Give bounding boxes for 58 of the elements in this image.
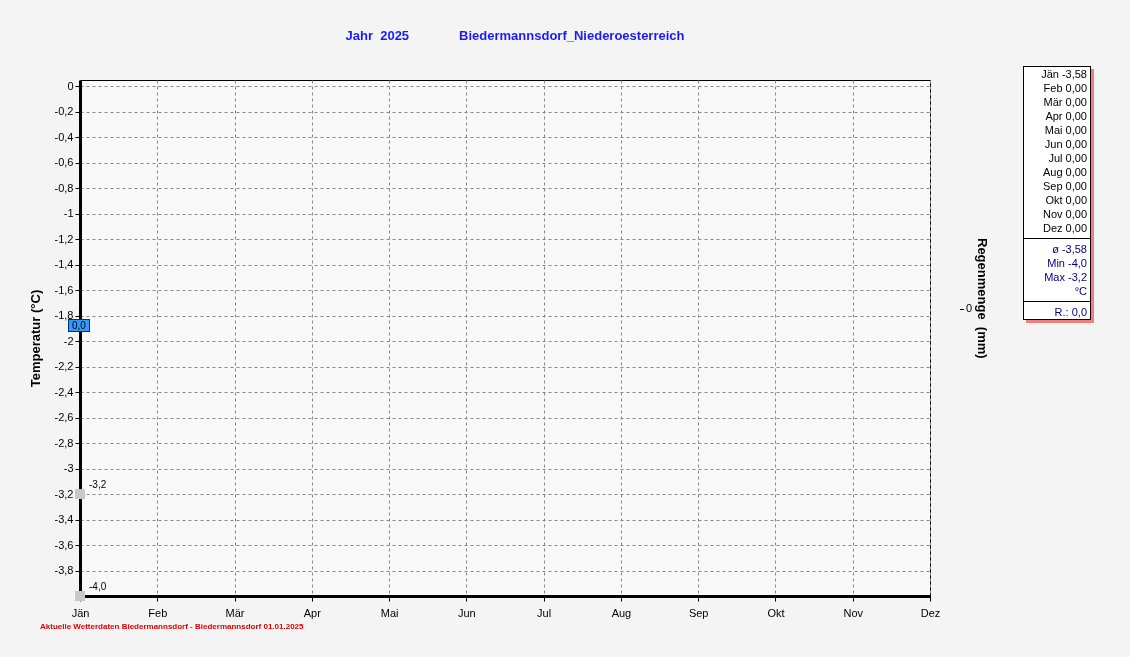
y-axis-title: Temperatur (°C)	[27, 289, 43, 388]
data-label: -3,2	[89, 479, 107, 491]
text: Max -3,2	[1043, 270, 1088, 284]
y-tick-label: 0	[67, 79, 74, 92]
y-tick-label: -3,8	[54, 564, 74, 577]
text: Okt 0,00	[1044, 193, 1088, 207]
text: Aktuelle Wetterdaten Biedermannsdorf - Biedermannsdorf 01.01.2025	[40, 622, 304, 631]
x-tick-label: Jul	[537, 606, 552, 619]
y-tick-label: -2,8	[54, 436, 74, 449]
text: R.: 0,0	[1053, 305, 1088, 319]
x-tick-label: Mär	[225, 606, 245, 619]
x-tick-label: Nov	[843, 606, 864, 619]
x-tick-label: Apr	[303, 606, 322, 619]
text: Mär 0,00	[1042, 95, 1088, 109]
text: Min -4,0	[1046, 256, 1088, 270]
y-tick-label: -2,2	[54, 360, 74, 373]
y-tick-label: -0,6	[54, 156, 74, 169]
text: Mai 0,00	[1043, 123, 1088, 137]
y-tick-label: -1,2	[54, 232, 74, 245]
text: °C	[1073, 284, 1088, 298]
y-tick-label: -3,2	[54, 487, 74, 500]
text: Aug 0,00	[1041, 165, 1088, 179]
y-tick-label: -1,8	[54, 309, 74, 322]
x-tick-label: Feb	[148, 606, 168, 619]
y-tick-label: -2,6	[54, 411, 74, 424]
text: Nov 0,00	[1041, 207, 1088, 221]
text: Jun 0,00	[1043, 137, 1088, 151]
y-tick-label: -1,4	[54, 258, 74, 271]
text: Apr 0,00	[1044, 109, 1088, 123]
x-tick-label: Sep	[688, 606, 709, 619]
x-tick-label: Jän	[71, 606, 90, 619]
text: Jän -3,58	[1040, 67, 1088, 81]
y-tick-label: -2	[63, 334, 74, 347]
text: ø -3,58	[1051, 242, 1088, 256]
y-tick-label: -3	[63, 462, 74, 475]
y-tick-label: -3,4	[54, 513, 74, 526]
x-tick-label: Mai	[380, 606, 399, 619]
chart-subtitle: Biedermannsdorf_Niederoesterreich	[459, 28, 685, 43]
y2-axis-title: Regenmenge (mm)	[975, 238, 990, 359]
chart-title: Jahr 2025	[345, 28, 410, 43]
text: Dez 0,00	[1041, 221, 1088, 235]
y-tick-label: -0,8	[54, 181, 74, 194]
y-tick-label: -1	[63, 207, 74, 220]
y-tick-label: -0,2	[54, 105, 74, 118]
text: Feb 0,00	[1042, 81, 1088, 95]
annotation: 0,0	[68, 319, 90, 332]
text: 0	[966, 302, 973, 314]
x-tick-label: Aug	[611, 606, 632, 619]
x-tick-label: Jun	[457, 606, 476, 619]
x-tick-label: Dez	[920, 606, 941, 619]
y-tick-label: -1,6	[54, 283, 74, 296]
data-label: -4,0	[89, 581, 107, 592]
y-tick-label: -3,6	[54, 538, 74, 551]
text: Jul 0,00	[1047, 151, 1088, 165]
y-tick-label: -2,4	[54, 385, 74, 398]
y-tick-label: -0,4	[54, 130, 74, 143]
x-tick-label: Okt	[767, 606, 785, 619]
text: Sep 0,00	[1041, 179, 1088, 193]
